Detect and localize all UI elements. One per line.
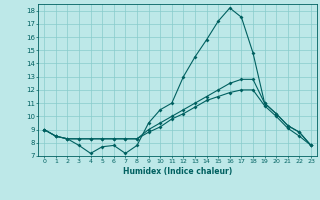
X-axis label: Humidex (Indice chaleur): Humidex (Indice chaleur) <box>123 167 232 176</box>
